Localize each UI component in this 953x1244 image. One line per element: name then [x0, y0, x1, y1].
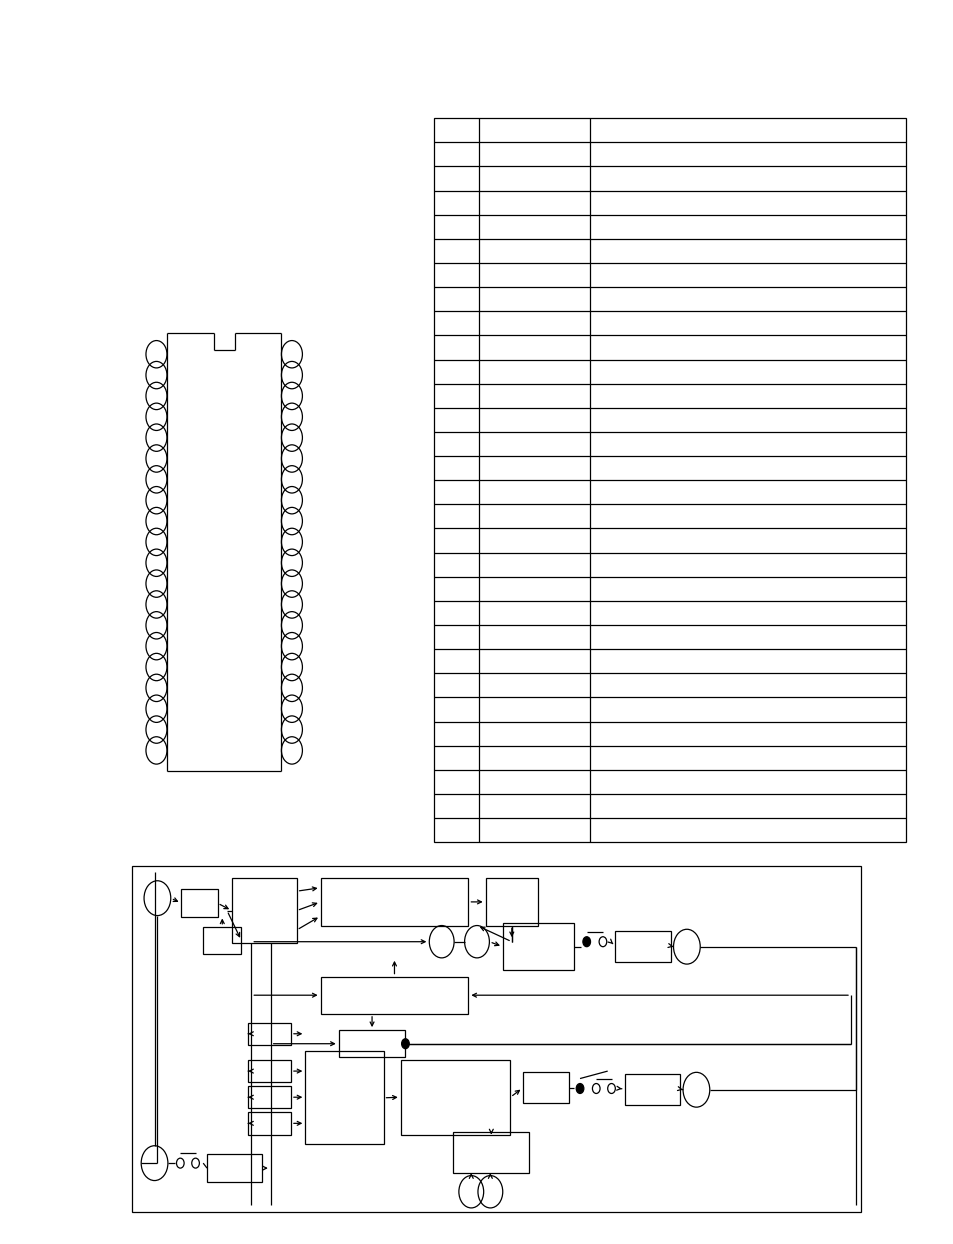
Bar [502, 923, 574, 970]
Bar [624, 1074, 679, 1105]
Bar [181, 889, 217, 917]
Bar [132, 866, 860, 1212]
Circle shape [401, 1039, 409, 1049]
Bar [485, 878, 537, 926]
Bar [248, 1060, 291, 1082]
Bar [207, 1154, 262, 1182]
Bar [320, 878, 468, 926]
Bar [248, 1086, 291, 1108]
Circle shape [576, 1084, 583, 1093]
Bar [248, 1112, 291, 1135]
Bar [248, 1023, 291, 1045]
Circle shape [582, 937, 590, 947]
Bar [338, 1030, 405, 1057]
Bar [320, 977, 468, 1014]
Bar [522, 1072, 568, 1103]
Bar [434, 118, 905, 842]
Bar [453, 1132, 529, 1173]
Bar [203, 927, 241, 954]
Bar [232, 878, 296, 943]
Bar [400, 1060, 510, 1135]
Bar [615, 931, 670, 962]
Bar [305, 1051, 383, 1144]
